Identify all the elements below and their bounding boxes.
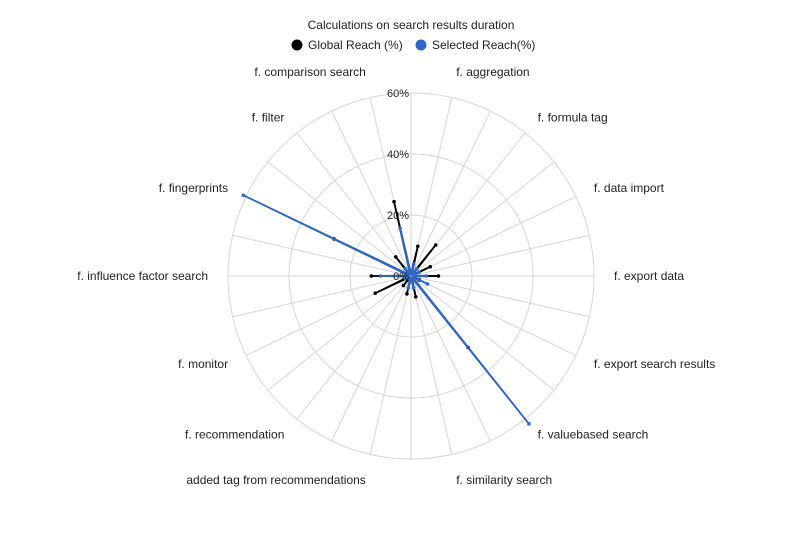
grid-spoke — [410, 275, 555, 391]
data-point-s0-10 — [369, 274, 374, 278]
grid-spoke — [331, 275, 412, 442]
grid-spoke — [369, 275, 412, 455]
data-point-s1-1 — [414, 267, 419, 271]
grid-spoke — [410, 110, 491, 277]
tick-label-3: 60% — [387, 88, 409, 100]
grid-spoke — [410, 161, 555, 277]
data-point-s1-5 — [527, 422, 531, 426]
category-label-8: f. recommendation — [185, 428, 284, 442]
category-labels: f. aggregation f. formula tag f. data impo… — [77, 65, 715, 487]
grid-spoke — [232, 234, 412, 277]
data-point-s0-1 — [433, 243, 438, 247]
tick-label-0: 0% — [393, 271, 409, 283]
data-point-s1-11 — [241, 193, 246, 198]
data-point-s0-2 — [428, 264, 433, 269]
data-point-s1-13 — [398, 226, 402, 231]
data-point-s0-8 — [401, 283, 406, 288]
data-point-s1-10 — [378, 274, 383, 278]
data-point-s0-9 — [373, 291, 378, 296]
data-point-s0-3 — [436, 274, 441, 278]
category-label-11: f. fingerprints — [159, 181, 228, 195]
category-label-5: f. valuebased search — [538, 428, 649, 442]
category-label-0: f. aggregation — [456, 65, 529, 79]
legend-marker-0 — [291, 39, 303, 51]
data-point-s1-3 — [424, 274, 429, 278]
category-label-4: f. export search results — [594, 357, 715, 371]
tick-label-2: 40% — [387, 149, 409, 161]
grid-spoke — [410, 275, 590, 318]
radial-tick-labels: 0% 20% 40% 60% — [387, 88, 409, 283]
series-line-1 — [242, 194, 530, 425]
data-point-s1-0 — [411, 262, 416, 266]
grid-spoke — [331, 110, 412, 277]
data-point-s0-7 — [405, 292, 409, 296]
grid-spoke — [410, 196, 577, 277]
legend-label-0: Global Reach (%) — [308, 38, 403, 52]
category-label-7: added tag from recommendations — [186, 473, 365, 487]
category-label-6: f. similarity search — [456, 473, 552, 487]
grid-spoke — [267, 275, 412, 391]
data-point-s1-8 — [407, 276, 411, 281]
grid-spoke — [410, 275, 577, 356]
category-label-13: f. comparison search — [254, 65, 365, 79]
grid-spoke — [296, 275, 412, 420]
data-point-s1-12 — [403, 267, 408, 271]
data-point-s1-7 — [406, 286, 411, 290]
data-point-s0-12 — [393, 255, 398, 259]
data-point-s1-4 — [425, 282, 430, 286]
legend-label-1: Selected Reach(%) — [432, 38, 535, 52]
grid-spoke — [410, 275, 491, 442]
grid-spoke — [232, 275, 412, 318]
category-label-10: f. influence factor search — [77, 269, 208, 283]
data-point-s0-6 — [413, 295, 418, 299]
data-point-s0-13 — [392, 199, 396, 204]
chart-title: Calculations on search results duration — [308, 18, 515, 32]
data-point-s1-2 — [417, 270, 422, 274]
grid-spoke — [267, 161, 412, 277]
radar-grid — [227, 92, 595, 460]
category-label-12: f. filter — [252, 110, 285, 124]
category-label-9: f. monitor — [178, 357, 228, 371]
grid-spoke — [410, 275, 453, 455]
data-point-s1-9 — [403, 276, 408, 281]
legend: Global Reach (%) Selected Reach(%) — [291, 38, 535, 52]
series-layer — [241, 193, 531, 426]
category-label-3: f. export data — [614, 269, 684, 283]
category-label-1: f. formula tag — [538, 110, 608, 124]
grid-spoke — [296, 132, 412, 277]
data-point-s0-0 — [415, 244, 420, 249]
grid-spoke — [410, 234, 590, 277]
tick-label-1: 20% — [387, 210, 409, 222]
data-point-s1-6 — [411, 286, 416, 290]
category-label-2: f. data import — [594, 181, 665, 195]
legend-marker-1 — [415, 39, 427, 51]
